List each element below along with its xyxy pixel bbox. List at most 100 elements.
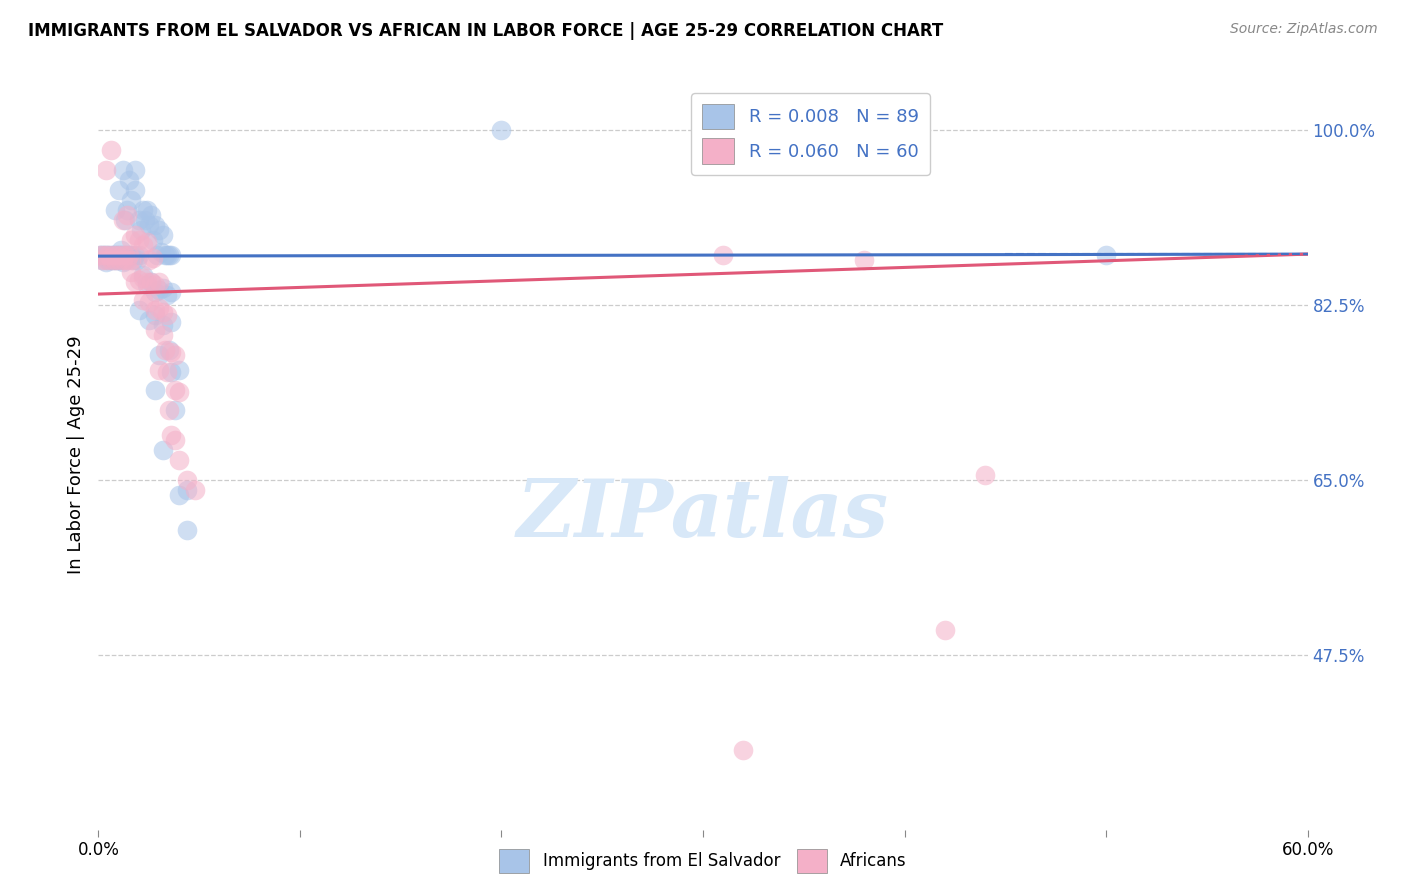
Point [114, 253, 136, 268]
Point [129, 223, 152, 237]
Point [105, 248, 128, 262]
Point [111, 255, 134, 269]
Point [93, 248, 115, 262]
Point [91, 253, 114, 268]
Point [156, 288, 179, 302]
Point [101, 253, 124, 268]
Point [163, 433, 186, 447]
Point [111, 163, 134, 178]
Point [176, 473, 198, 487]
Point [152, 228, 174, 243]
Point [149, 245, 172, 260]
Point [111, 213, 134, 227]
Point [107, 253, 129, 268]
Point [91, 248, 114, 262]
Point [93, 248, 115, 262]
Point [96, 255, 118, 269]
Point [143, 383, 166, 397]
Point [138, 253, 160, 268]
Point [105, 248, 128, 262]
Point [134, 213, 156, 227]
Point [138, 218, 160, 232]
Legend: Immigrants from El Salvador, Africans: Immigrants from El Salvador, Africans [492, 842, 914, 880]
Point [143, 323, 166, 337]
Point [153, 248, 176, 262]
Point [115, 208, 138, 222]
Point [152, 318, 174, 332]
Y-axis label: In Labor Force | Age 25-29: In Labor Force | Age 25-29 [66, 335, 84, 574]
Point [120, 248, 142, 262]
Point [91, 253, 114, 268]
Point [120, 265, 142, 279]
Legend: R = 0.008   N = 89, R = 0.060   N = 60: R = 0.008 N = 89, R = 0.060 N = 60 [692, 93, 929, 175]
Point [156, 365, 179, 379]
Point [96, 248, 118, 262]
Point [103, 253, 125, 268]
Point [138, 313, 160, 327]
Point [163, 348, 186, 362]
Point [120, 233, 142, 247]
Point [128, 213, 150, 227]
Point [491, 123, 513, 137]
Point [148, 301, 170, 315]
Point [114, 248, 136, 262]
Point [115, 203, 138, 218]
Point [1095, 248, 1118, 262]
Point [128, 233, 150, 247]
Point [111, 253, 134, 268]
Point [124, 275, 146, 289]
Point [184, 483, 207, 497]
Point [148, 348, 170, 362]
Point [163, 403, 186, 417]
Point [97, 253, 120, 268]
Point [124, 183, 146, 197]
Point [100, 253, 122, 268]
Point [111, 248, 134, 262]
Point [733, 742, 755, 756]
Point [120, 253, 142, 268]
Point [110, 243, 132, 257]
Point [115, 248, 138, 262]
Point [711, 248, 734, 262]
Point [124, 248, 146, 262]
Point [132, 268, 155, 282]
Point [107, 183, 129, 197]
Point [114, 213, 136, 227]
Point [132, 293, 155, 307]
Point [96, 163, 118, 178]
Point [128, 248, 150, 262]
Point [135, 203, 157, 218]
Point [152, 305, 174, 319]
Point [142, 251, 165, 265]
Point [139, 208, 162, 222]
Point [157, 343, 180, 357]
Point [114, 248, 136, 262]
Text: Source: ZipAtlas.com: Source: ZipAtlas.com [1230, 22, 1378, 37]
Point [153, 343, 176, 357]
Point [176, 483, 198, 497]
Point [132, 271, 155, 285]
Point [157, 403, 180, 417]
Point [853, 253, 876, 268]
Point [110, 248, 132, 262]
Point [934, 623, 956, 637]
Point [146, 248, 169, 262]
Point [139, 275, 162, 289]
Point [128, 273, 150, 287]
Point [107, 253, 129, 268]
Point [118, 248, 141, 262]
Point [101, 248, 124, 262]
Point [103, 248, 125, 262]
Point [143, 308, 166, 322]
Point [143, 303, 166, 318]
Point [148, 275, 170, 289]
Point [96, 253, 118, 268]
Point [132, 238, 155, 252]
Point [167, 488, 190, 502]
Point [103, 203, 125, 218]
Point [89, 248, 111, 262]
Point [97, 248, 120, 262]
Text: IMMIGRANTS FROM EL SALVADOR VS AFRICAN IN LABOR FORCE | AGE 25-29 CORRELATION CH: IMMIGRANTS FROM EL SALVADOR VS AFRICAN I… [28, 22, 943, 40]
Point [124, 228, 146, 243]
Point [160, 315, 183, 329]
